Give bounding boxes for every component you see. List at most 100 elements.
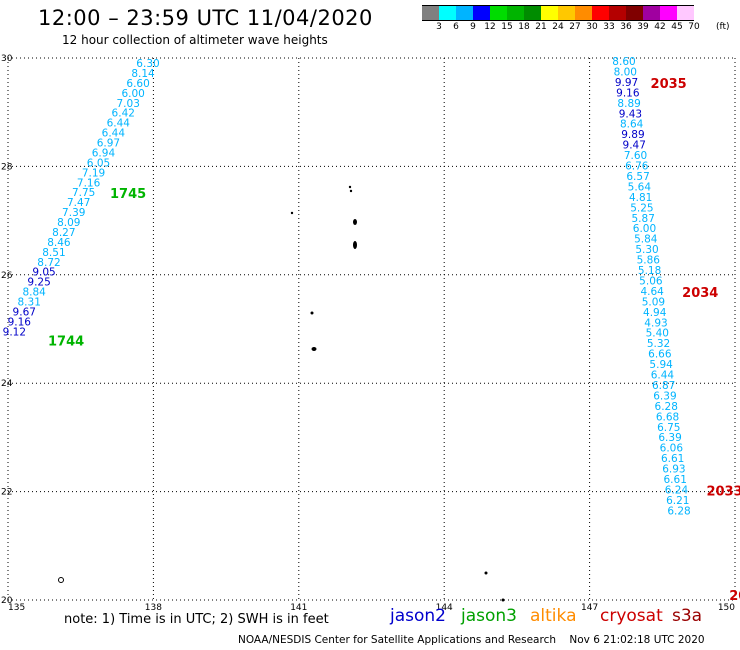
footer-timestamp: Nov 6 21:02:18 UTC 2020 <box>569 634 705 646</box>
y-tick-label: 22 <box>1 488 12 498</box>
swh-value: 6.05 <box>87 157 110 169</box>
color-swatch <box>575 5 592 21</box>
swh-value: 6.57 <box>626 171 649 183</box>
swh-value: 6.97 <box>97 138 120 150</box>
swh-value: 8.27 <box>52 227 75 239</box>
island-marker <box>348 185 352 189</box>
swh-value: 5.09 <box>642 296 665 308</box>
swh-value: 6.61 <box>661 453 684 465</box>
swh-value: 9.89 <box>621 129 644 141</box>
color-swatch <box>626 5 643 21</box>
swh-value: 6.68 <box>656 411 679 423</box>
island-marker <box>58 577 64 583</box>
track-cryosat: 8.608.009.979.168.899.438.649.899.477.60… <box>612 56 740 604</box>
x-tick-label: 141 <box>290 603 307 613</box>
swh-value: 5.18 <box>638 265 661 277</box>
swh-value: 4.93 <box>644 317 667 329</box>
color-swatch <box>643 5 660 21</box>
color-scale-label: 42 <box>654 22 666 32</box>
satellite-tracks: 6.308.146.606.007.036.426.446.446.976.94… <box>3 56 740 604</box>
swh-value: 9.16 <box>616 87 640 99</box>
y-tick-label: 28 <box>1 162 13 172</box>
swh-value: 9.05 <box>32 267 55 279</box>
swh-value: 6.93 <box>662 464 685 476</box>
swh-value: 8.46 <box>47 237 71 249</box>
swh-value: 6.94 <box>92 147 116 159</box>
color-swatch <box>592 5 609 21</box>
color-scale-label: 24 <box>552 22 564 32</box>
swh-value: 9.12 <box>3 326 26 338</box>
legend-cryosat: cryosat <box>600 606 663 626</box>
pass-time-label: 1744 <box>48 334 84 349</box>
island-markers <box>58 185 505 602</box>
note-text: note: 1) Time is in UTC; 2) SWH is in fe… <box>64 612 329 627</box>
color-swatch <box>609 5 626 21</box>
swh-value: 8.60 <box>612 56 635 68</box>
swh-value: 6.66 <box>648 349 672 361</box>
swh-value: 6.61 <box>664 474 687 486</box>
swh-value: 7.75 <box>72 187 95 199</box>
legend-jason2: jason2 <box>390 606 446 626</box>
swh-value: 6.28 <box>667 505 690 517</box>
swh-value: 4.64 <box>640 286 664 298</box>
color-scale-label: 21 <box>535 22 547 32</box>
y-tick-label: 20 <box>1 596 13 606</box>
pass-time-label: 2035 <box>651 77 687 92</box>
color-scale-unit: (ft) <box>716 22 730 32</box>
swh-value: 4.81 <box>629 192 652 204</box>
color-scale <box>422 5 694 21</box>
color-swatch <box>439 5 456 21</box>
y-tick-label: 30 <box>1 54 13 64</box>
color-swatch <box>677 5 694 21</box>
swh-value: 7.19 <box>82 167 105 179</box>
swh-value: 8.51 <box>42 247 65 259</box>
pass-time-label: 1745 <box>110 187 146 202</box>
color-swatch <box>473 5 490 21</box>
color-swatch <box>558 5 575 21</box>
color-scale-label: 70 <box>688 22 700 32</box>
swh-value: 6.87 <box>652 380 675 392</box>
swh-value: 6.44 <box>651 370 675 382</box>
swh-value: 6.28 <box>655 401 678 413</box>
island-marker <box>484 571 488 575</box>
swh-value: 6.76 <box>625 161 649 173</box>
swh-value: 9.16 <box>8 316 32 328</box>
island-marker <box>310 311 314 315</box>
swh-value: 6.39 <box>653 390 676 402</box>
swh-value: 8.72 <box>37 257 60 269</box>
swh-value: 5.06 <box>639 275 663 287</box>
x-tick-label: 144 <box>436 603 453 613</box>
swh-value: 6.21 <box>666 495 689 507</box>
footer-agency: NOAA/NESDIS Center for Satellite Applica… <box>238 634 556 646</box>
x-tick-label: 150 <box>718 603 735 613</box>
swh-value: 6.24 <box>665 484 689 496</box>
swh-value: 6.60 <box>126 78 149 90</box>
island-marker <box>501 598 505 602</box>
swh-value: 6.39 <box>658 432 681 444</box>
color-scale-label: 30 <box>586 22 598 32</box>
swh-value: 8.84 <box>22 287 46 299</box>
swh-value: 7.39 <box>62 207 85 219</box>
island-marker <box>349 189 353 193</box>
legend-s3a: s3a <box>672 606 703 626</box>
swh-value: 8.00 <box>614 66 637 78</box>
color-swatch <box>660 5 677 21</box>
x-tick-label: 138 <box>145 603 162 613</box>
swh-value: 8.14 <box>131 68 155 80</box>
swh-value: 8.89 <box>617 98 640 110</box>
swh-value: 7.47 <box>67 197 90 209</box>
swh-value: 9.47 <box>623 140 646 152</box>
swh-value: 6.44 <box>102 128 126 140</box>
y-tick-label: 26 <box>1 271 13 281</box>
color-swatch <box>490 5 507 21</box>
color-scale-label: 9 <box>470 22 476 32</box>
page-title: 12:00 – 23:59 UTC 11/04/2020 <box>38 6 373 30</box>
island-marker <box>353 241 357 249</box>
swh-value: 4.94 <box>643 307 667 319</box>
pass-time-label: 2034 <box>682 286 718 301</box>
color-swatch <box>541 5 558 21</box>
swh-value: 6.06 <box>660 443 684 455</box>
swh-value: 6.30 <box>136 58 159 70</box>
swh-value: 8.31 <box>18 297 41 309</box>
swh-value: 6.00 <box>121 88 144 100</box>
